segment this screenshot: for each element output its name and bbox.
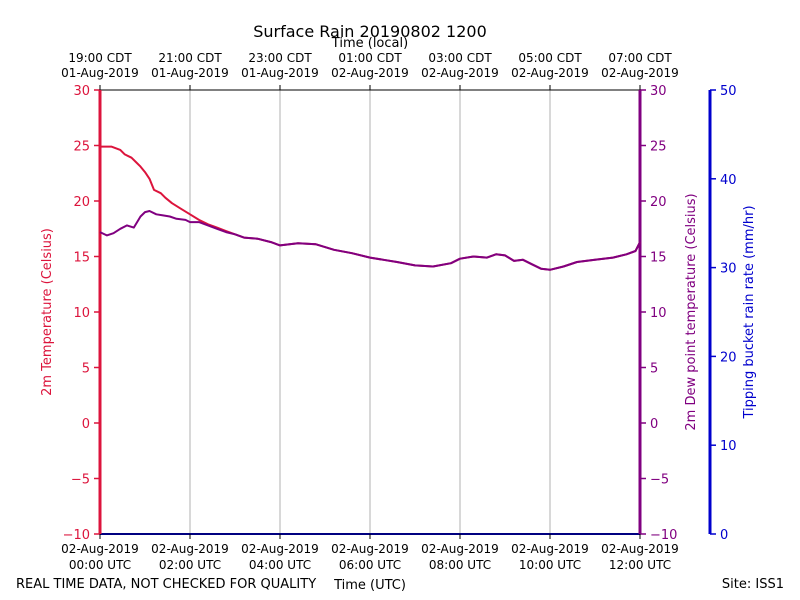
local-time-label: 21:00 CDT <box>158 51 222 65</box>
local-date-label: 02-Aug-2019 <box>331 66 409 80</box>
local-time-label: 03:00 CDT <box>428 51 492 65</box>
right-axis-tick-label: 5 <box>650 362 658 377</box>
utc-time-label: 08:00 UTC <box>429 558 491 572</box>
rain-axis-tick-label: 20 <box>720 350 737 365</box>
local-date-label: 01-Aug-2019 <box>151 66 229 80</box>
local-date-label: 01-Aug-2019 <box>61 66 139 80</box>
utc-date-label: 02-Aug-2019 <box>511 542 589 556</box>
local-date-label: 02-Aug-2019 <box>601 66 679 80</box>
right-axis-label: 2m Dew point temperature (Celsius) <box>684 193 699 430</box>
left-axis-tick-label: −5 <box>71 473 90 488</box>
rain-axis-label: Tipping bucket rain rate (mm/hr) <box>742 205 757 419</box>
utc-time-label: 02:00 UTC <box>159 558 221 572</box>
right-axis-tick-label: −10 <box>650 528 677 543</box>
utc-time-label: 06:00 UTC <box>339 558 401 572</box>
left-axis-label: 2m Temperature (Celsius) <box>40 228 55 396</box>
local-date-label: 02-Aug-2019 <box>511 66 589 80</box>
top-axis-label: Time (local) <box>331 36 408 51</box>
dewpoint-line <box>99 210 641 271</box>
left-axis-tick-label: 10 <box>73 306 90 321</box>
local-time-label: 23:00 CDT <box>248 51 312 65</box>
rain-axis-tick-label: 40 <box>720 173 737 188</box>
utc-date-label: 02-Aug-2019 <box>61 542 139 556</box>
utc-time-label: 10:00 UTC <box>519 558 581 572</box>
rain-axis-tick-label: 30 <box>720 262 737 277</box>
utc-time-label: 04:00 UTC <box>249 558 311 572</box>
left-axis-tick-label: 0 <box>82 417 90 432</box>
right-axis-tick-label: 25 <box>650 140 667 155</box>
left-axis-tick-label: 20 <box>73 195 90 210</box>
right-axis-tick-label: 10 <box>650 306 667 321</box>
grid-lines <box>189 90 551 534</box>
rain-axis-ticks: 50 40 30 20 10 0 <box>710 84 737 543</box>
local-time-label: 19:00 CDT <box>68 51 132 65</box>
right-axis-tick-label: 30 <box>650 84 667 99</box>
utc-date-label: 02-Aug-2019 <box>601 542 679 556</box>
bottom-axis-label: Time (UTC) <box>333 578 406 593</box>
footer-disclaimer: REAL TIME DATA, NOT CHECKED FOR QUALITY <box>16 577 316 592</box>
left-axis-tick-label: 5 <box>82 362 90 377</box>
left-axis-ticks: 30 25 20 15 10 5 0 −5 −10 <box>63 84 100 543</box>
site-label: Site: ISS1 <box>722 577 784 592</box>
local-date-label: 02-Aug-2019 <box>421 66 499 80</box>
left-axis-tick-label: −10 <box>63 528 90 543</box>
local-time-label: 05:00 CDT <box>518 51 582 65</box>
utc-date-label: 02-Aug-2019 <box>421 542 499 556</box>
rain-axis-tick-label: 0 <box>720 528 728 543</box>
utc-time-label: 12:00 UTC <box>609 558 671 572</box>
rain-axis-tick-label: 50 <box>720 84 737 99</box>
utc-date-label: 02-Aug-2019 <box>151 542 229 556</box>
right-axis-tick-label: 20 <box>650 195 667 210</box>
utc-date-label: 02-Aug-2019 <box>331 542 409 556</box>
left-axis-tick-label: 30 <box>73 84 90 99</box>
utc-time-label: 00:00 UTC <box>69 558 131 572</box>
rain-axis-tick-label: 10 <box>720 439 737 454</box>
right-axis-tick-label: 15 <box>650 251 667 266</box>
utc-date-label: 02-Aug-2019 <box>241 542 319 556</box>
right-axis-tick-label: 0 <box>650 417 658 432</box>
local-date-label: 01-Aug-2019 <box>241 66 319 80</box>
right-axis-tick-label: −5 <box>650 473 669 488</box>
left-axis-tick-label: 15 <box>73 251 90 266</box>
chart-title: Surface Rain 20190802 1200 <box>253 22 487 41</box>
right-axis-ticks: 30 25 20 15 10 5 0 −5 −10 <box>640 84 677 543</box>
local-time-label: 07:00 CDT <box>608 51 672 65</box>
local-time-label: 01:00 CDT <box>338 51 402 65</box>
left-axis-tick-label: 25 <box>73 140 90 155</box>
